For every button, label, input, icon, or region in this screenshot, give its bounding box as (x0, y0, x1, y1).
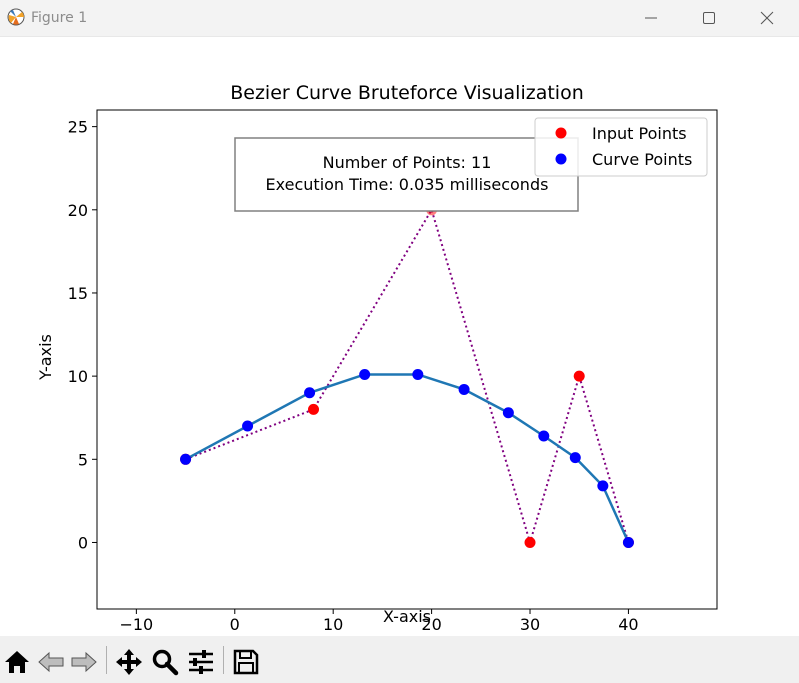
zoom-button[interactable] (151, 648, 179, 676)
configure-subplots-icon (189, 650, 213, 674)
title-bar: Figure 1 (0, 0, 799, 37)
y-tick-label: 0 (78, 533, 88, 552)
maximize-button[interactable] (680, 0, 738, 36)
y-axis-label: Y-axis (36, 334, 55, 381)
close-icon (760, 11, 774, 25)
curve-point (359, 368, 371, 380)
x-tick-label: 40 (618, 615, 638, 634)
configure-subplots-button[interactable] (187, 648, 215, 676)
curve-point (538, 430, 550, 442)
legend: Input Points Curve Points (534, 117, 708, 177)
y-tick-label: 15 (68, 284, 88, 303)
curve-point (458, 383, 470, 395)
x-tick-label: −10 (119, 615, 153, 634)
annotation-box: Number of Points: 11 Execution Time: 0.0… (234, 137, 579, 212)
minimize-icon (645, 17, 657, 19)
curve-point (597, 480, 609, 492)
legend-marker-curve (555, 153, 567, 165)
chart-title: Bezier Curve Bruteforce Visualization (230, 82, 584, 104)
forward-button[interactable] (70, 648, 98, 676)
x-tick-label: 10 (323, 615, 343, 634)
zoom-icon (152, 649, 179, 676)
curve-point (180, 453, 192, 465)
curve-point (569, 452, 581, 464)
maximize-icon (703, 12, 715, 24)
x-axis-label: X-axis (383, 607, 431, 626)
close-button[interactable] (738, 0, 796, 36)
y-tick-label: 5 (78, 450, 88, 469)
pan-icon (116, 649, 142, 675)
annotation-line-2: Execution Time: 0.035 milliseconds (266, 175, 549, 194)
curve-point (412, 368, 424, 380)
home-button[interactable] (3, 648, 31, 676)
forward-arrow-icon (71, 651, 97, 673)
home-icon (5, 651, 29, 673)
back-button[interactable] (37, 648, 65, 676)
curve-point (622, 536, 634, 548)
minimize-button[interactable] (622, 0, 680, 36)
navigation-toolbar (0, 636, 799, 683)
curve-point (502, 407, 514, 419)
curve-point (242, 420, 254, 432)
y-tick-label: 10 (68, 367, 88, 386)
legend-label-input: Input Points (592, 124, 687, 143)
input-point (573, 370, 585, 382)
window-title: Figure 1 (31, 10, 88, 26)
figure-canvas[interactable]: Bezier Curve Bruteforce Visualization −1… (0, 37, 799, 635)
bezier-chart: Bezier Curve Bruteforce Visualization −1… (36, 82, 718, 634)
legend-marker-input (555, 127, 567, 139)
matplotlib-app-icon (7, 8, 25, 26)
input-point (308, 403, 320, 415)
toolbar-separator (106, 646, 107, 674)
legend-label-curve: Curve Points (592, 150, 692, 169)
back-arrow-icon (38, 651, 64, 673)
y-tick-label: 20 (68, 201, 88, 220)
save-button[interactable] (232, 648, 260, 676)
input-point (524, 536, 536, 548)
y-tick-label: 25 (68, 118, 88, 137)
annotation-line-1: Number of Points: 11 (323, 153, 492, 172)
x-tick-label: 20 (421, 615, 441, 634)
curve-point (304, 387, 316, 399)
pan-button[interactable] (115, 648, 143, 676)
toolbar-separator (223, 646, 224, 674)
x-tick-label: 30 (520, 615, 540, 634)
save-icon (233, 649, 259, 675)
x-tick-label: 0 (230, 615, 240, 634)
